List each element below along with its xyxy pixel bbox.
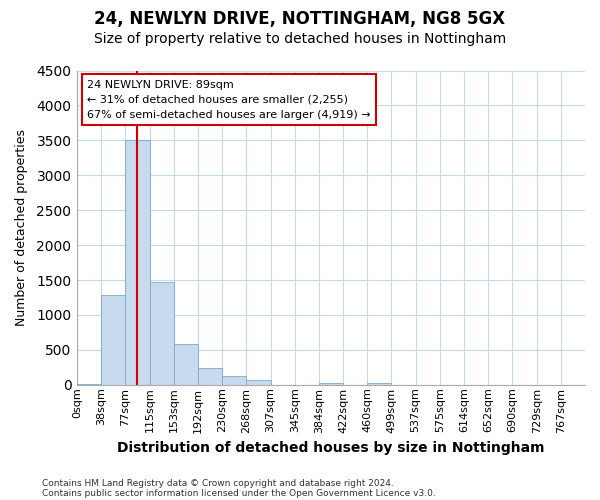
- Bar: [319, 382, 343, 385]
- Bar: [247, 380, 271, 385]
- Y-axis label: Number of detached properties: Number of detached properties: [15, 129, 28, 326]
- Bar: [77, 384, 101, 385]
- Text: Contains HM Land Registry data © Crown copyright and database right 2024.: Contains HM Land Registry data © Crown c…: [42, 478, 394, 488]
- Bar: [149, 282, 174, 385]
- Text: 24 NEWLYN DRIVE: 89sqm
← 31% of detached houses are smaller (2,255)
67% of semi-: 24 NEWLYN DRIVE: 89sqm ← 31% of detached…: [87, 80, 371, 120]
- Bar: [174, 344, 198, 385]
- X-axis label: Distribution of detached houses by size in Nottingham: Distribution of detached houses by size …: [117, 441, 545, 455]
- Bar: [101, 296, 125, 385]
- Bar: [367, 382, 391, 385]
- Text: Contains public sector information licensed under the Open Government Licence v3: Contains public sector information licen…: [42, 488, 436, 498]
- Bar: [222, 376, 247, 385]
- Bar: [125, 140, 149, 385]
- Bar: [198, 368, 222, 385]
- Text: Size of property relative to detached houses in Nottingham: Size of property relative to detached ho…: [94, 32, 506, 46]
- Text: 24, NEWLYN DRIVE, NOTTINGHAM, NG8 5GX: 24, NEWLYN DRIVE, NOTTINGHAM, NG8 5GX: [94, 10, 506, 28]
